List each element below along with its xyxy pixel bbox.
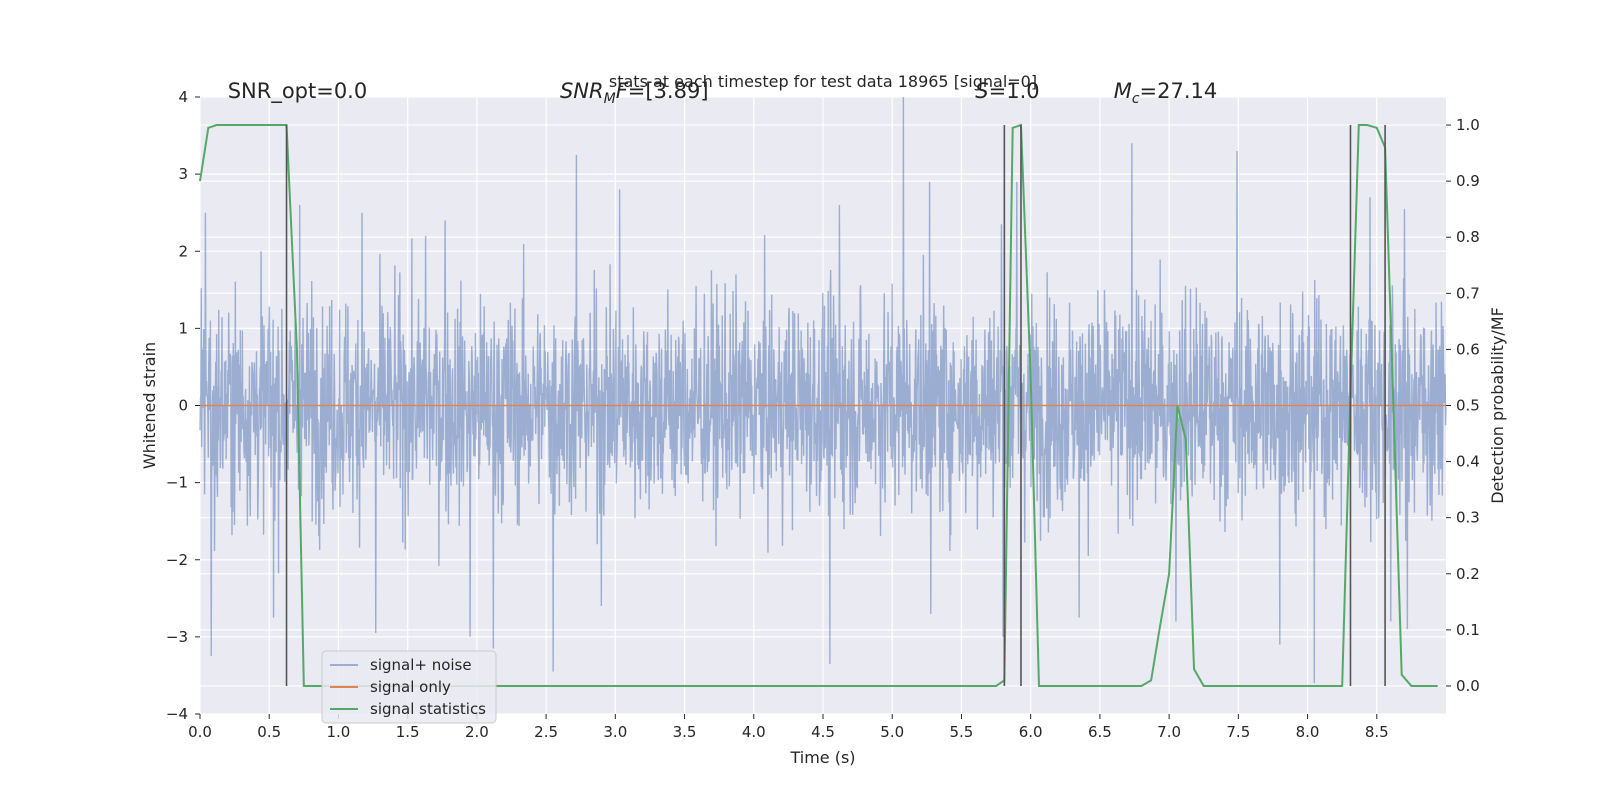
- y-right-tick-label: 0.4: [1456, 453, 1480, 471]
- y-right-tick-label: 0.9: [1456, 172, 1480, 190]
- y-right-tick-label: 0.1: [1456, 621, 1480, 639]
- y-tick-label: −3: [166, 628, 188, 646]
- y-axis-label: Whitened strain: [140, 342, 159, 469]
- x-tick-label: 7.0: [1157, 723, 1181, 741]
- x-tick-label: 3.5: [673, 723, 697, 741]
- ticks: 0.0 0.5 1.0 1.5 2.0 2.5 3.0 3.5 4.0 4.5 5.0 5.5 6.0 6…: [166, 88, 1480, 741]
- y-right-tick-label: 1.0: [1456, 116, 1480, 134]
- x-axis-label: Time (s): [789, 748, 855, 767]
- annotations: SNR_opt=0.0 SNRMF=[3.89] S=1.0 Mc=27.14: [228, 79, 1218, 107]
- x-tick-label: 6.5: [1088, 723, 1112, 741]
- annotation-1: SNRMF=[3.89]: [560, 79, 709, 107]
- y-tick-label: −1: [166, 474, 188, 492]
- annotation-2: S=1.0: [975, 79, 1039, 103]
- x-tick-label: 6.0: [1019, 723, 1043, 741]
- legend-label: signal statistics: [370, 700, 486, 718]
- y-right-tick-label: 0.0: [1456, 677, 1480, 695]
- y-right-tick-label: 0.8: [1456, 228, 1480, 246]
- y-right-tick-label: 0.7: [1456, 284, 1480, 302]
- x-tick-label: 3.0: [603, 723, 627, 741]
- x-tick-label: 0.0: [188, 723, 212, 741]
- x-tick-label: 8.5: [1365, 723, 1389, 741]
- x-tick-label: 7.5: [1226, 723, 1250, 741]
- x-tick-label: 4.0: [742, 723, 766, 741]
- x-tick-label: 4.5: [811, 723, 835, 741]
- x-tick-label: 1.5: [396, 723, 420, 741]
- y-right-tick-label: 0.6: [1456, 340, 1480, 358]
- y-tick-label: −4: [166, 705, 188, 723]
- x-tick-label: 5.0: [880, 723, 904, 741]
- x-tick-label: 2.0: [465, 723, 489, 741]
- detection-lines: [285, 125, 1386, 686]
- y-right-tick-label: 0.3: [1456, 509, 1480, 527]
- y-right-tick-label: 0.5: [1456, 397, 1480, 415]
- y-tick-label: 2: [178, 242, 188, 260]
- y-right-tick-label: 0.2: [1456, 565, 1480, 583]
- annotation-0: SNR_opt=0.0: [228, 79, 368, 104]
- y-tick-label: 1: [178, 319, 188, 337]
- y-tick-label: 4: [178, 88, 188, 106]
- chart-title: stats at each timestep for test data 189…: [609, 72, 1037, 91]
- y-tick-label: 0: [178, 397, 188, 415]
- y-axis-label-right: Detection probability/MF: [1488, 307, 1507, 504]
- x-tick-label: 0.5: [257, 723, 281, 741]
- y-tick-label: −2: [166, 551, 188, 569]
- legend-label: signal+ noise: [370, 656, 472, 674]
- x-tick-label: 5.5: [950, 723, 974, 741]
- signal-statistics-series: [199, 123, 1438, 687]
- y-tick-label: 3: [178, 165, 188, 183]
- legend-box: [321, 650, 497, 724]
- annotation-3: Mc=27.14: [1114, 79, 1218, 107]
- signal-noise-line: [199, 96, 1447, 684]
- legend: signal+ noise signal only signal statistic…: [321, 650, 497, 724]
- legend-label: signal only: [370, 678, 451, 696]
- x-tick-label: 8.0: [1296, 723, 1320, 741]
- signal-statistics-line: [199, 123, 1438, 687]
- x-tick-label: 1.0: [327, 723, 351, 741]
- signal-noise-series: [199, 96, 1447, 684]
- x-tick-label: 2.5: [534, 723, 558, 741]
